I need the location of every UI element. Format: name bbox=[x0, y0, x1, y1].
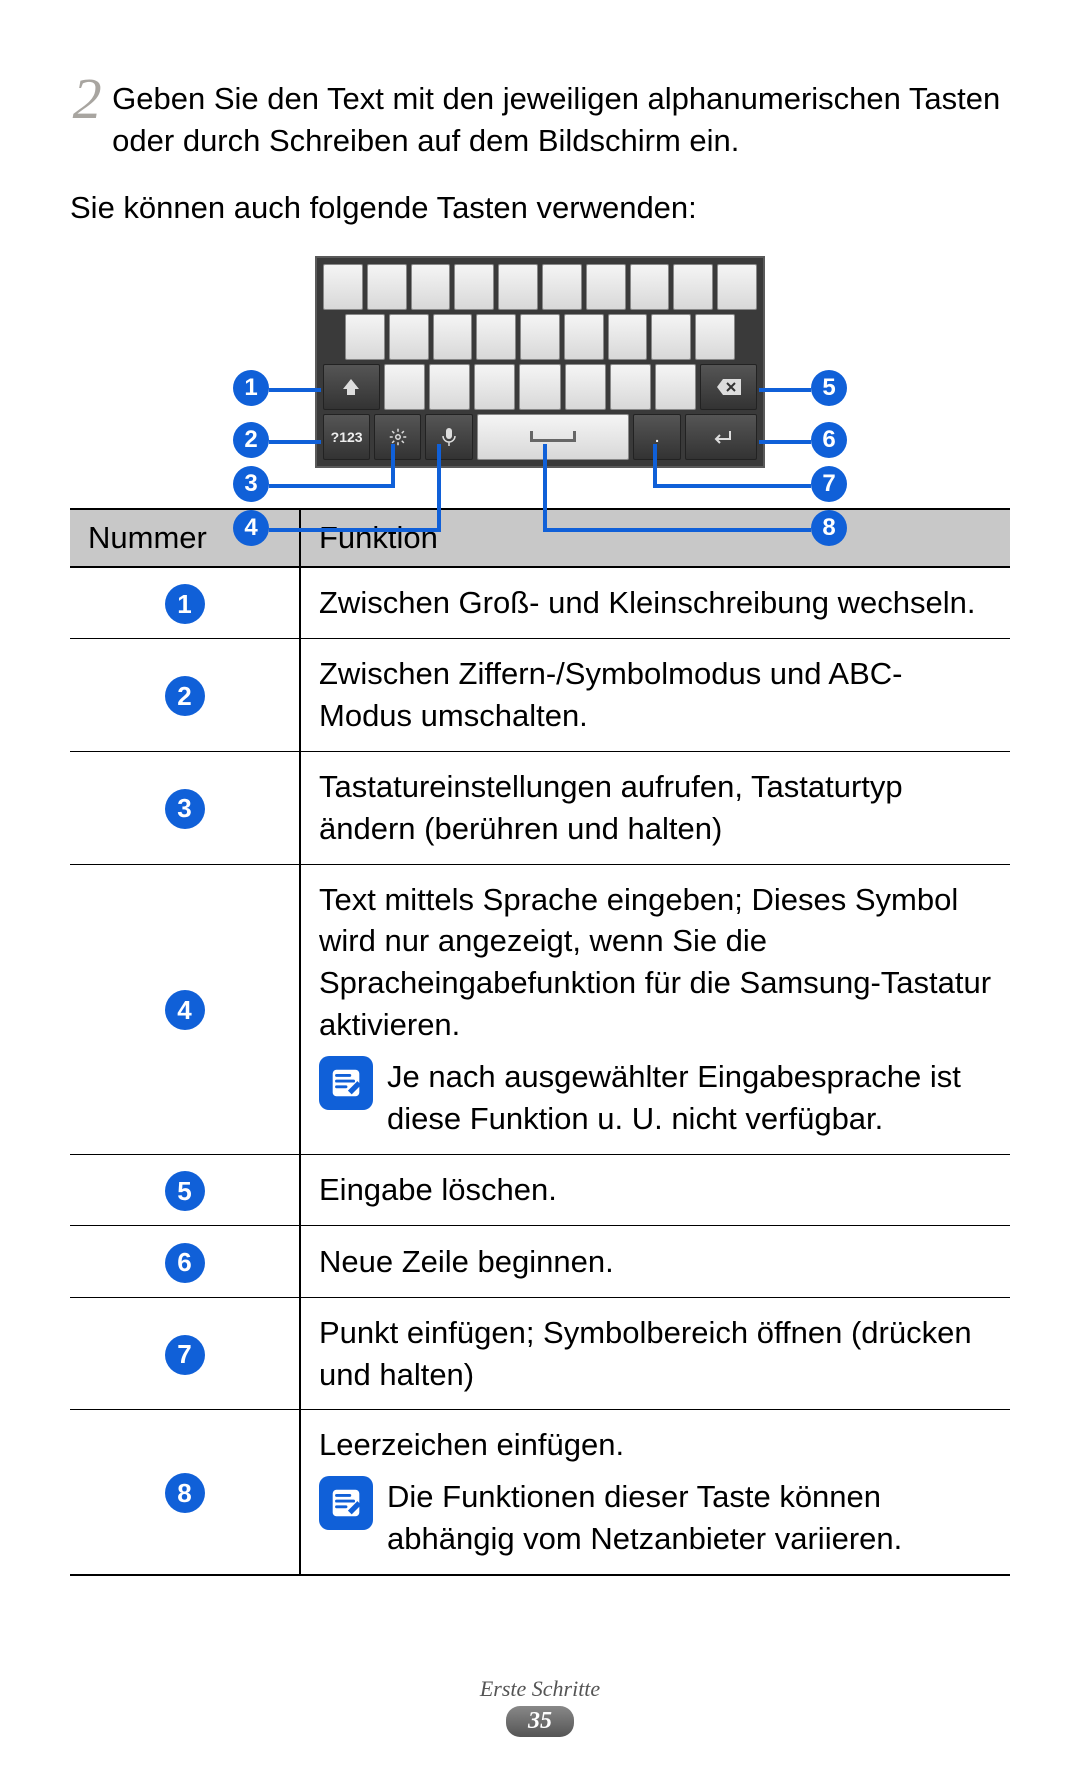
period-key: . bbox=[633, 414, 680, 460]
callout-badge-8: 8 bbox=[811, 510, 847, 546]
table-row-text: Zwischen Groß- und Kleinschreibung wechs… bbox=[319, 582, 992, 624]
callout-badge-3: 3 bbox=[233, 466, 269, 502]
callout-badge-1: 1 bbox=[233, 370, 269, 406]
settings-key-icon bbox=[374, 414, 421, 460]
space-key bbox=[477, 414, 630, 460]
table-row-text: Text mittels Sprache eingeben; Dieses Sy… bbox=[319, 879, 992, 1046]
table-row-badge: 1 bbox=[165, 584, 205, 624]
sub-instruction: Sie können auch folgende Tasten verwende… bbox=[70, 190, 1010, 226]
table-row-badge: 2 bbox=[165, 676, 205, 716]
page-footer: Erste Schritte 35 bbox=[0, 1676, 1080, 1737]
table-header-function: Funktion bbox=[300, 509, 1010, 567]
note-text: Die Funktionen dieser Taste können abhän… bbox=[387, 1476, 992, 1560]
table-row-badge: 6 bbox=[165, 1243, 205, 1283]
table-row-text: Eingabe löschen. bbox=[319, 1169, 992, 1211]
table-row-text: Punkt einfügen; Symbolbereich öffnen (dr… bbox=[319, 1312, 992, 1396]
enter-key-icon bbox=[685, 414, 757, 460]
table-row-badge: 8 bbox=[165, 1473, 205, 1513]
mic-key-icon bbox=[425, 414, 472, 460]
keyboard-graphic: ?123 . bbox=[315, 256, 765, 468]
table-row-badge: 4 bbox=[165, 990, 205, 1030]
function-table: Nummer Funktion 1Zwischen Groß- und Klei… bbox=[70, 508, 1010, 1576]
table-row-badge: 5 bbox=[165, 1171, 205, 1211]
table-row-note: Die Funktionen dieser Taste können abhän… bbox=[319, 1476, 992, 1560]
note-icon bbox=[319, 1476, 373, 1530]
table-row-text: Neue Zeile beginnen. bbox=[319, 1241, 992, 1283]
step-number: 2 bbox=[70, 70, 104, 128]
shift-key-icon bbox=[323, 364, 380, 410]
step-row: 2 Geben Sie den Text mit den jeweiligen … bbox=[70, 70, 1010, 162]
page-number: 35 bbox=[506, 1706, 574, 1737]
symbol-mode-key: ?123 bbox=[323, 414, 370, 460]
table-row-text: Leerzeichen einfügen. bbox=[319, 1424, 992, 1466]
note-icon bbox=[319, 1056, 373, 1110]
table-row-text: Tastatureinstellungen aufrufen, Tastatur… bbox=[319, 766, 992, 850]
table-row-badge: 3 bbox=[165, 789, 205, 829]
table-row-text: Zwischen Ziffern-/Symbolmodus und ABC-Mo… bbox=[319, 653, 992, 737]
callout-badge-5: 5 bbox=[811, 370, 847, 406]
callout-badge-2: 2 bbox=[233, 422, 269, 458]
backspace-key-icon bbox=[700, 364, 757, 410]
table-row-badge: 7 bbox=[165, 1335, 205, 1375]
footer-section-title: Erste Schritte bbox=[0, 1676, 1080, 1702]
step-text: Geben Sie den Text mit den jeweiligen al… bbox=[104, 70, 1010, 162]
callout-badge-4: 4 bbox=[233, 510, 269, 546]
table-row-note: Je nach ausgewählter Eingabesprache ist … bbox=[319, 1056, 992, 1140]
note-text: Je nach ausgewählter Eingabesprache ist … bbox=[387, 1056, 992, 1140]
keyboard-diagram: ?123 . 1 2 3 bbox=[70, 256, 1010, 468]
callout-badge-6: 6 bbox=[811, 422, 847, 458]
callout-badge-7: 7 bbox=[811, 466, 847, 502]
